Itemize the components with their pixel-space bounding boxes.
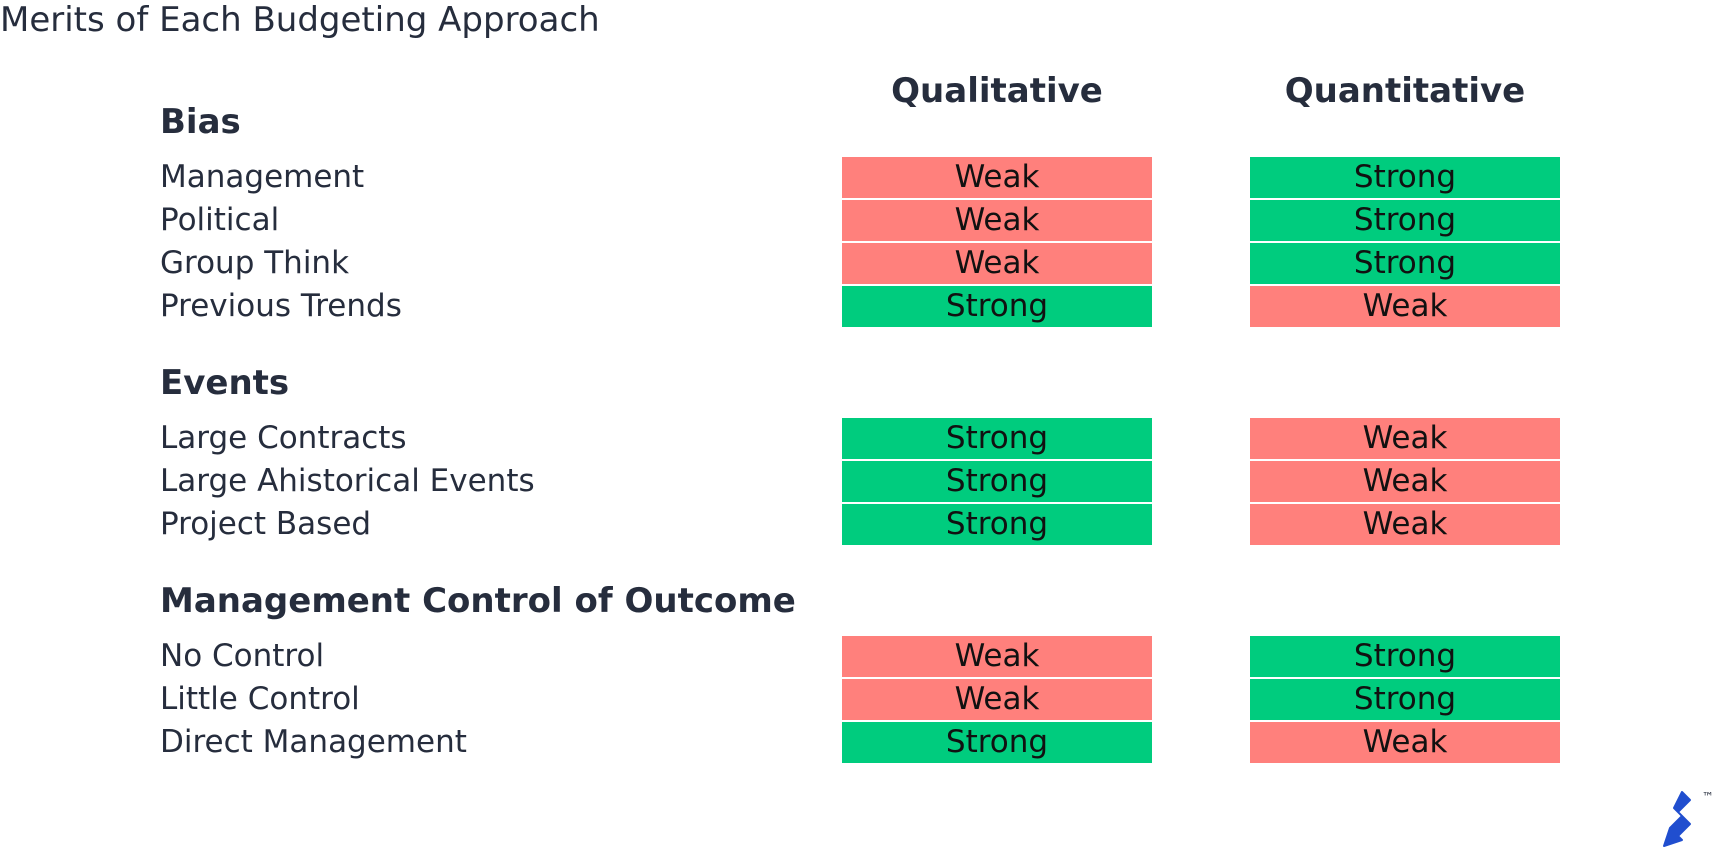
page-title: Merits of Each Budgeting Approach — [0, 0, 600, 40]
row-label: Previous Trends — [160, 288, 402, 324]
rating-cell: Weak — [842, 156, 1152, 198]
group-heading: Events — [160, 363, 290, 403]
trademark: ™ — [1702, 790, 1714, 804]
logo — [1663, 791, 1691, 847]
rating-cell: Strong — [1250, 156, 1560, 198]
rating-cell: Weak — [1250, 285, 1560, 327]
rating-cell: Strong — [842, 417, 1152, 459]
rating-cell: Strong — [842, 503, 1152, 545]
rating-cell: Weak — [842, 242, 1152, 284]
group-heading: Bias — [160, 102, 241, 142]
rating-cell: Strong — [842, 460, 1152, 502]
row-label: Management — [160, 159, 365, 195]
rating-cell: Weak — [842, 678, 1152, 720]
rating-cell: Weak — [842, 635, 1152, 677]
row-label: Political — [160, 202, 280, 238]
group-heading: Management Control of Outcome — [160, 581, 796, 621]
rating-cell: Strong — [1250, 678, 1560, 720]
row-label: Little Control — [160, 681, 360, 717]
rating-cell: Strong — [842, 285, 1152, 327]
row-label: Large Contracts — [160, 420, 407, 456]
column-header: Quantitative — [1284, 71, 1526, 111]
row-label: Large Ahistorical Events — [160, 463, 535, 499]
rating-cell: Strong — [1250, 635, 1560, 677]
row-label: Group Think — [160, 245, 350, 281]
rating-cell: Weak — [1250, 460, 1560, 502]
rating-cell: Strong — [1250, 242, 1560, 284]
rating-cell: Weak — [842, 199, 1152, 241]
rating-cell: Weak — [1250, 417, 1560, 459]
row-label: Direct Management — [160, 724, 467, 760]
rating-cell: Strong — [842, 721, 1152, 763]
rating-cell: Weak — [1250, 503, 1560, 545]
row-label: No Control — [160, 638, 325, 674]
row-label: Project Based — [160, 506, 372, 542]
rating-cell: Weak — [1250, 721, 1560, 763]
column-header: Qualitative — [891, 71, 1103, 111]
rating-cell: Strong — [1250, 199, 1560, 241]
